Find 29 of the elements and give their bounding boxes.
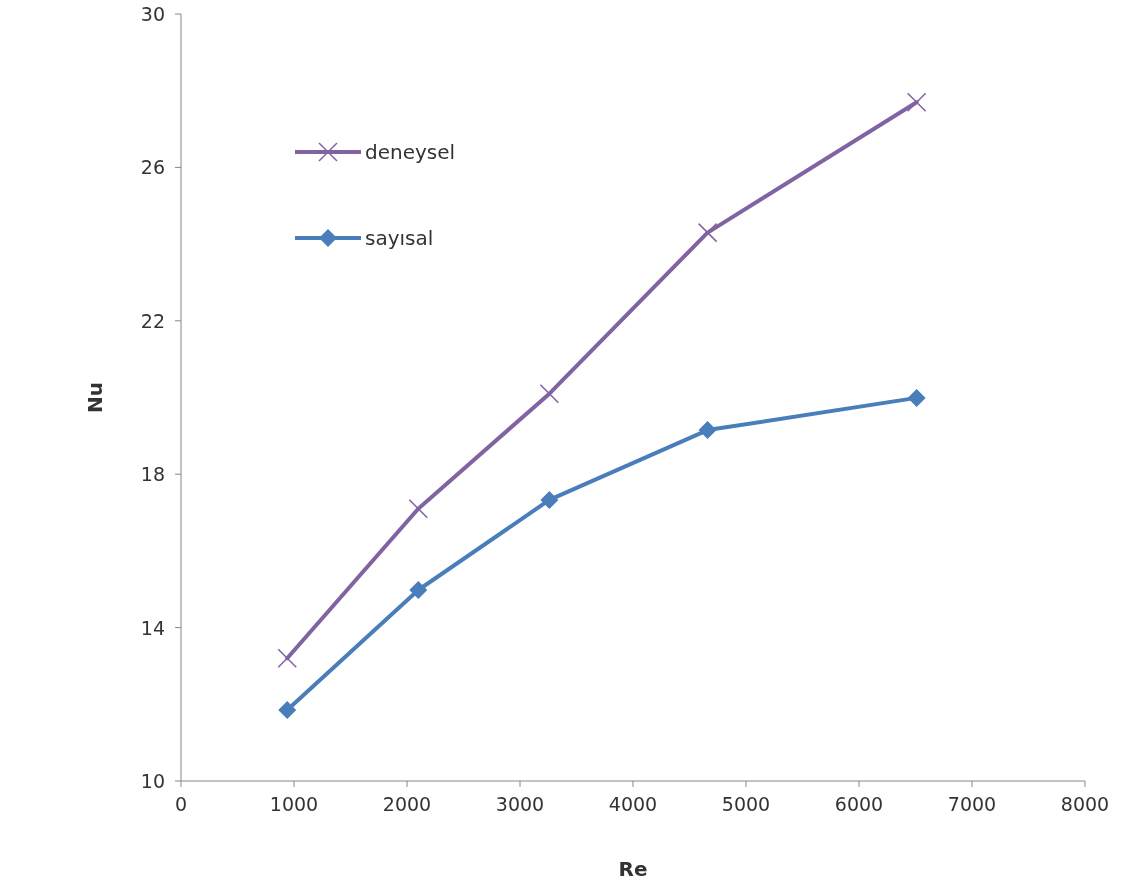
y-axis-title: Nu	[83, 382, 107, 413]
point	[408, 498, 429, 519]
point	[698, 421, 717, 440]
y-tick-label: 10	[140, 770, 165, 792]
x-tick-label: 0	[174, 793, 188, 815]
y-tick-label: 18	[140, 463, 165, 486]
legend-label: sayısal	[365, 226, 434, 250]
x-axis-title: Re	[618, 857, 648, 881]
x-tick-label: 1000	[269, 793, 319, 815]
y-tick-label: 26	[140, 156, 165, 179]
y-tick-label: 14	[140, 616, 165, 639]
point	[278, 701, 297, 720]
point	[540, 490, 559, 509]
point	[277, 648, 297, 669]
point	[906, 92, 927, 112]
point	[409, 581, 428, 600]
x-tick-label: 3000	[495, 793, 545, 815]
x-tick-label: 2000	[382, 793, 432, 815]
x-tick-label: 7000	[947, 793, 997, 815]
legend-label: deneysel	[365, 140, 456, 164]
y-tick-label: 30	[140, 3, 165, 25]
y-tick-label: 22	[140, 309, 165, 332]
x-tick-label: 4000	[608, 793, 658, 815]
x-tick-label: 8000	[1060, 793, 1110, 815]
point	[697, 222, 718, 243]
point	[907, 388, 926, 407]
point	[539, 383, 560, 404]
x-tick-label: 6000	[834, 793, 884, 815]
x-tick-label: 5000	[721, 793, 771, 815]
